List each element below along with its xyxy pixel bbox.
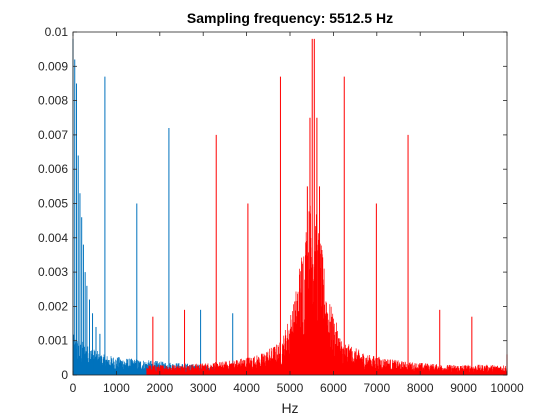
x-tick-label: 8000 bbox=[407, 381, 434, 395]
x-tick-label: 2000 bbox=[146, 381, 173, 395]
x-tick-label: 1000 bbox=[103, 381, 130, 395]
y-tick-label: 0.006 bbox=[38, 162, 68, 176]
x-tick-label: 4000 bbox=[233, 381, 260, 395]
y-tick-label: 0.003 bbox=[38, 265, 68, 279]
chart-title: Sampling frequency: 5512.5 Hz bbox=[187, 10, 393, 26]
x-tick-label: 7000 bbox=[363, 381, 390, 395]
y-tick-label: 0.005 bbox=[38, 197, 68, 211]
y-tick-label: 0.007 bbox=[38, 128, 68, 142]
y-tick-label: 0.009 bbox=[38, 59, 68, 73]
x-tick-label: 0 bbox=[70, 381, 77, 395]
x-axis: 0 1000 2000 3000 4000 5000 6000 7000 8000 9000 100… bbox=[70, 32, 524, 395]
x-tick-label: 6000 bbox=[320, 381, 347, 395]
y-tick-label: 0.008 bbox=[38, 94, 68, 108]
series-1 bbox=[146, 38, 508, 375]
x-tick-label: 9000 bbox=[450, 381, 477, 395]
x-tick-label: 5000 bbox=[277, 381, 304, 395]
x-axis-label: Hz bbox=[281, 400, 298, 416]
y-axis: 0 0.001 0.002 0.003 0.004 0.005 0.006 0.007 0.00… bbox=[38, 25, 507, 382]
y-tick-label: 0 bbox=[61, 368, 68, 382]
plot-background bbox=[73, 32, 507, 375]
series-0 bbox=[72, 38, 239, 375]
y-tick-label: 0.01 bbox=[45, 25, 69, 39]
x-tick-label: 3000 bbox=[190, 381, 217, 395]
y-tick-label: 0.002 bbox=[38, 299, 68, 313]
series-layer bbox=[72, 38, 508, 375]
y-tick-label: 0.001 bbox=[38, 334, 68, 348]
y-tick-label: 0.004 bbox=[38, 231, 68, 245]
x-tick-label: 10000 bbox=[490, 381, 524, 395]
